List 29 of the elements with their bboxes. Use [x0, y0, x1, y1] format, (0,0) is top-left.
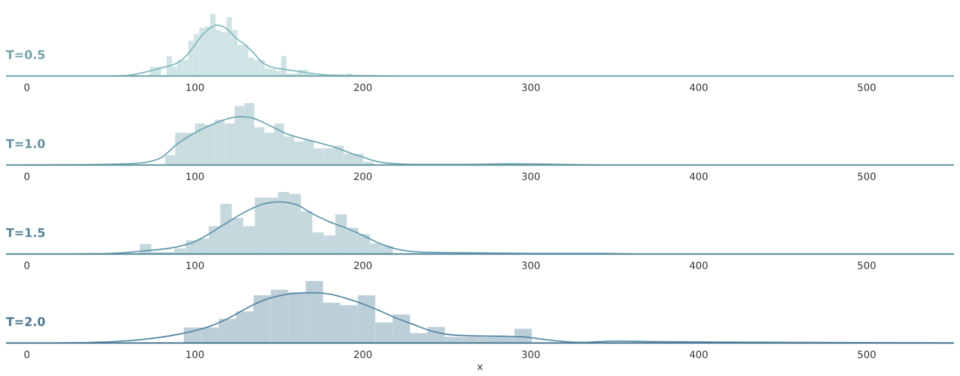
x-tick-label: 100 [185, 261, 204, 272]
x-tick-label: 500 [857, 350, 876, 361]
text: T=1.5 [6, 226, 46, 240]
x-tick-label: 400 [689, 172, 708, 183]
text: T=1.0 [6, 137, 46, 151]
x-tick-label: 500 [857, 261, 876, 272]
x-tick-label: 500 [857, 83, 876, 94]
x-tick-label: 0 [24, 83, 30, 94]
x-tick-label: 0 [24, 350, 30, 361]
x-tick-label: 400 [689, 83, 708, 94]
x-axis-title: x [477, 362, 484, 373]
x-tick-label: 300 [521, 172, 540, 183]
x-tick-label: 0 [24, 261, 30, 272]
x-tick-label: 200 [353, 83, 372, 94]
x-tick-label: 300 [521, 350, 540, 361]
x-tick-label: 200 [353, 350, 372, 361]
x-tick-label: 0 [24, 172, 30, 183]
x-tick-label: 100 [185, 350, 204, 361]
x-tick-label: 100 [185, 172, 204, 183]
text: T=0.5 [6, 48, 46, 62]
x-tick-label: 300 [521, 261, 540, 272]
x-tick-label: 100 [185, 83, 204, 94]
x-tick-label: 200 [353, 261, 372, 272]
x-tick-label: 400 [689, 350, 708, 361]
x-tick-label: 500 [857, 172, 876, 183]
text: T=2.0 [6, 315, 46, 329]
x-tick-label: 300 [521, 83, 540, 94]
x-tick-label: 400 [689, 261, 708, 272]
x-tick-label: 200 [353, 172, 372, 183]
